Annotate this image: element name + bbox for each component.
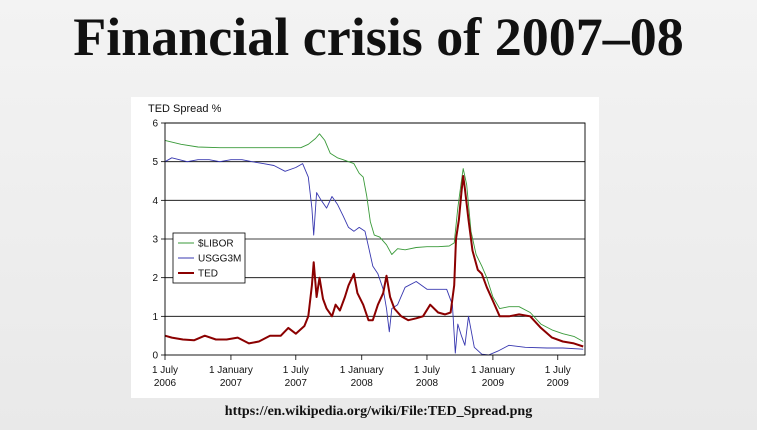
plot-border — [164, 122, 586, 356]
y-tick-label: 3 — [152, 235, 158, 246]
series-line-ted — [164, 175, 584, 348]
axes: 0 1 2 3 4 5 6 1 July 2006 1 January 2007 1 July 2007… — [152, 119, 586, 389]
x-tick-label-line1: 1 July — [414, 365, 440, 376]
x-tick-label-line1: 1 July — [152, 365, 178, 376]
x-tick-label-line2: 2008 — [416, 378, 439, 389]
chart-canvas: TED Spread % 0 1 2 3 4 5 6 1 July 2006 1 January 2… — [148, 103, 586, 389]
x-tick-label-line2: 2009 — [482, 378, 505, 389]
y-tick-label: 4 — [152, 196, 158, 207]
x-tick-label-line1: 1 January — [471, 365, 515, 376]
slide-title: Financial crisis of 2007–08 — [73, 7, 684, 67]
y-tick-label: 6 — [152, 119, 158, 130]
gridlines — [165, 122, 585, 317]
x-tick-label-line1: 1 July — [283, 365, 309, 376]
x-tick-label-line2: 2008 — [351, 378, 374, 389]
legend-label: TED — [198, 269, 218, 280]
y-tick-label: 2 — [152, 273, 158, 284]
x-tick-label-line1: 1 July — [545, 365, 571, 376]
series-line-usgg3m — [164, 157, 584, 356]
y-tick-label: 5 — [152, 157, 158, 168]
source-url: https://en.wikipedia.org/wiki/File:TED_S… — [224, 404, 533, 419]
legend-label: $LIBOR — [198, 239, 234, 250]
y-axis-label: TED Spread % — [148, 103, 222, 115]
legend-label: USGG3M — [198, 254, 241, 265]
series-line-libor — [164, 133, 584, 342]
x-tick-label-line2: 2007 — [285, 378, 308, 389]
x-tick-label-line2: 2009 — [547, 378, 570, 389]
ted-spread-chart: TED Spread % 0 1 2 3 4 5 6 1 July 2006 1 January 2… — [131, 97, 599, 398]
y-tick-label: 0 — [152, 351, 158, 362]
series-lines — [164, 133, 584, 356]
x-tick-label-line1: 1 January — [340, 365, 384, 376]
x-tick-label-line1: 1 January — [209, 365, 253, 376]
y-tick-label: 1 — [152, 312, 158, 323]
x-tick-label-line2: 2007 — [220, 378, 243, 389]
x-tick-label-line2: 2006 — [154, 378, 177, 389]
legend: $LIBOR USGG3M TED — [172, 232, 246, 284]
